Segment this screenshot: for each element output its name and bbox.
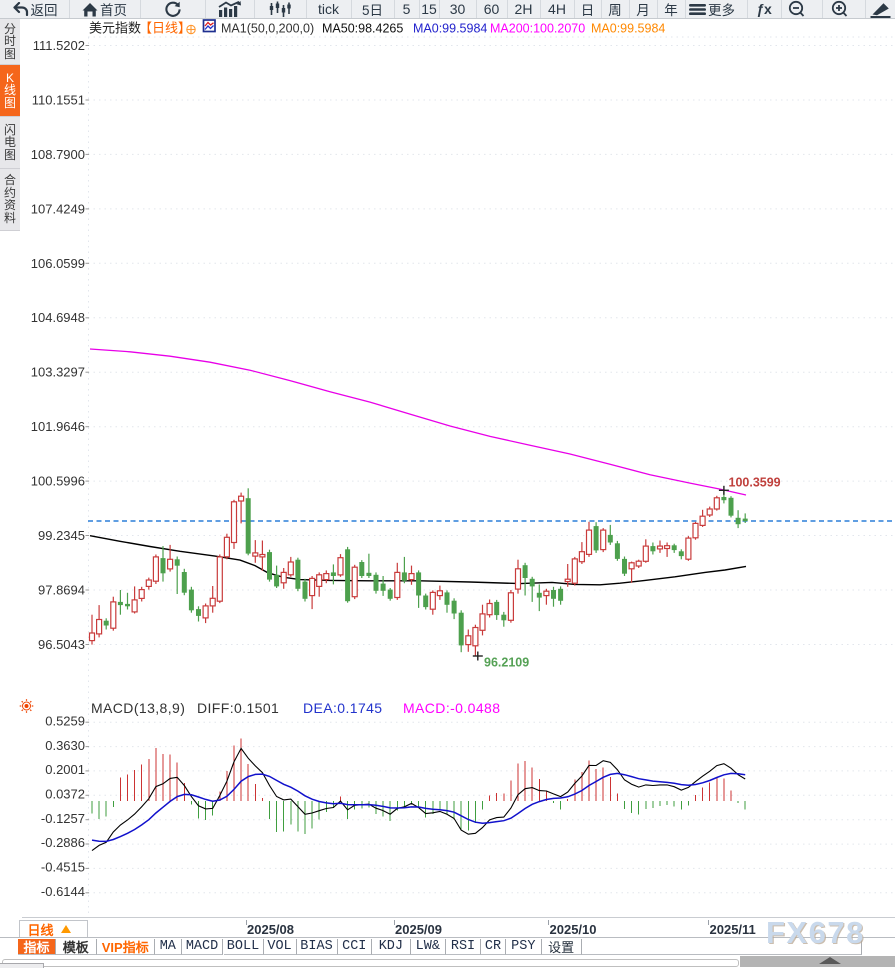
svg-text:MACD:-0.0488: MACD:-0.0488 (403, 700, 500, 716)
svg-text:100.5996: 100.5996 (31, 474, 85, 489)
svg-text:0.0372: 0.0372 (45, 787, 85, 802)
svg-text:96.2109: 96.2109 (484, 656, 529, 670)
svg-text:101.9646: 101.9646 (31, 419, 85, 434)
svg-text:96.5043: 96.5043 (38, 637, 85, 652)
svg-text:97.8694: 97.8694 (38, 583, 85, 598)
svg-text:0.2001: 0.2001 (45, 762, 85, 777)
svg-text:-0.2886: -0.2886 (41, 835, 85, 850)
svg-text:100.3599: 100.3599 (729, 476, 781, 490)
svg-text:-0.1257: -0.1257 (41, 811, 85, 826)
svg-text:110.1551: 110.1551 (32, 93, 85, 108)
svg-text:111.5202: 111.5202 (33, 38, 85, 53)
svg-text:美元指数: 美元指数 (89, 21, 141, 36)
svg-text:0.5259: 0.5259 (45, 713, 85, 728)
svg-text:DEA:0.1745: DEA:0.1745 (303, 700, 383, 716)
svg-text:MA50:98.4265: MA50:98.4265 (322, 22, 403, 36)
svg-text:103.3297: 103.3297 (31, 365, 85, 380)
svg-text:MACD(13,8,9): MACD(13,8,9) (91, 700, 185, 716)
svg-text:106.0599: 106.0599 (31, 256, 85, 271)
svg-text:DIFF:0.1501: DIFF:0.1501 (197, 700, 279, 716)
svg-text:108.7900: 108.7900 (31, 147, 85, 162)
svg-text:MA1(50,0,200,0): MA1(50,0,200,0) (221, 22, 314, 36)
svg-text:-0.4515: -0.4515 (41, 860, 85, 875)
svg-text:107.4249: 107.4249 (31, 201, 85, 216)
svg-text:104.6948: 104.6948 (31, 310, 85, 325)
svg-text:-0.6144: -0.6144 (41, 884, 85, 899)
svg-text:MA0:99.5984: MA0:99.5984 (591, 22, 665, 36)
svg-text:【日线】: 【日线】 (139, 21, 191, 36)
svg-text:99.2345: 99.2345 (38, 528, 85, 543)
svg-text:MA200:100.2070: MA200:100.2070 (490, 22, 585, 36)
svg-text:MA0:99.5984: MA0:99.5984 (413, 22, 487, 36)
svg-text:0.3630: 0.3630 (45, 738, 85, 753)
